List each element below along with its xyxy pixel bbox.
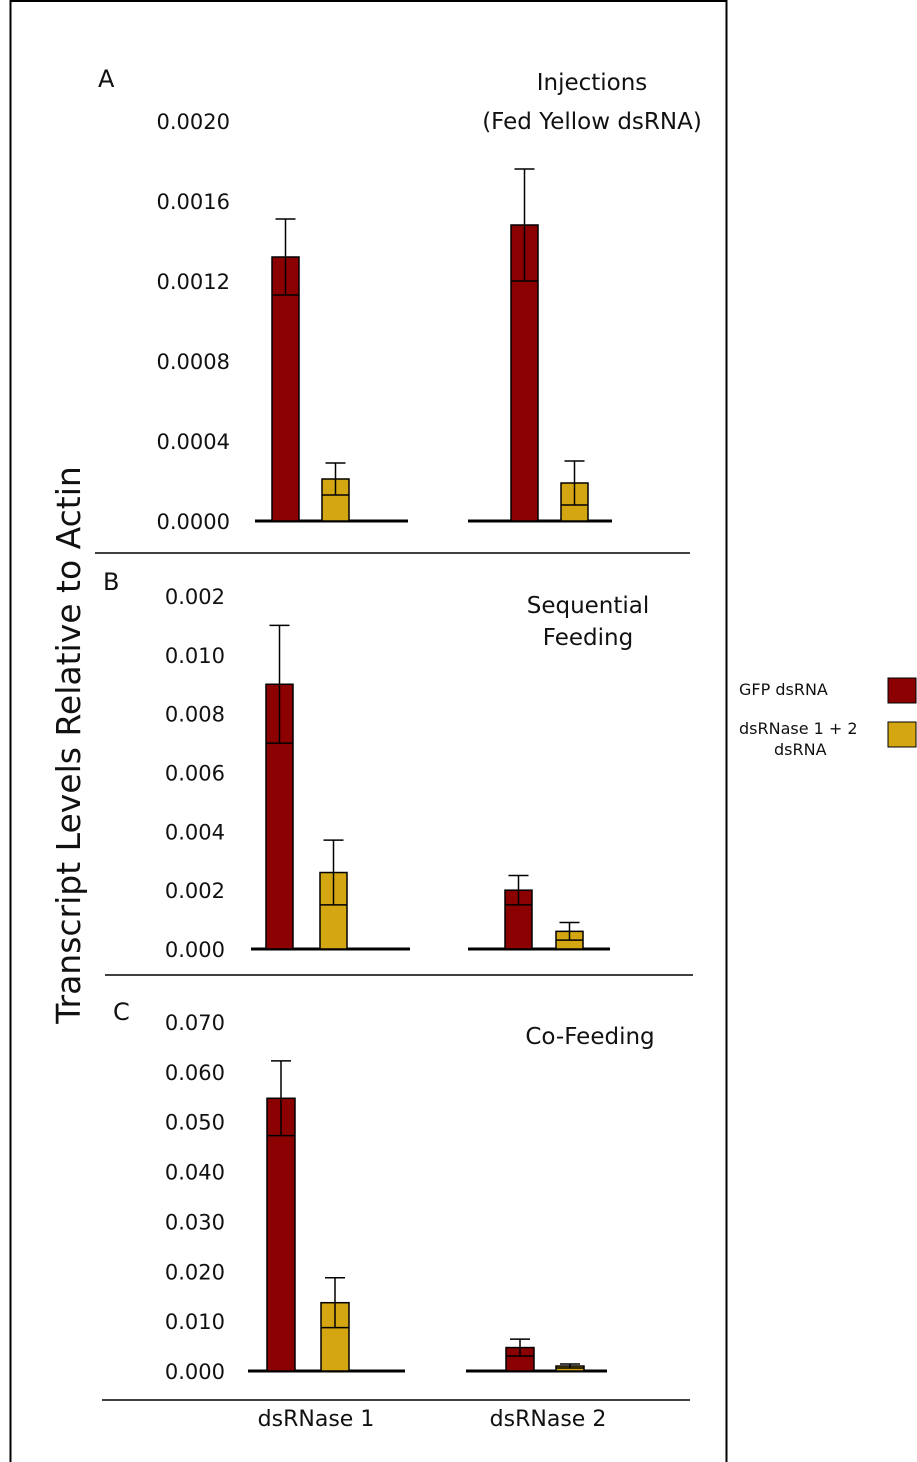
panel-c-ytick-4: 0.040: [165, 1161, 225, 1185]
panel-a-letter: A: [98, 65, 115, 93]
panel-a-ytick-5: 0.0020: [157, 110, 230, 134]
legend-label-dsrnase-line2: dsRNA: [774, 740, 827, 759]
panel-b-letter: B: [103, 568, 119, 596]
panel-a-title-line2: (Fed Yellow dsRNA): [482, 109, 702, 135]
panel-a-bar-s0-c0: [271, 256, 300, 522]
legend-label-dsrnase-line1: dsRNase 1 + 2: [739, 719, 858, 738]
panel-b-ytick-5: 0.010: [165, 644, 225, 668]
panel-c-title: Co-Feeding: [525, 1024, 654, 1050]
plots-group: 0.0000 0.0004 0.0008 0.0012 0.0016 0.0020 0.00…: [157, 110, 612, 1384]
panel-c-ytick-7: 0.070: [165, 1011, 225, 1035]
panel-b-ytick-4: 0.008: [165, 703, 225, 727]
panel-a-ytick-3: 0.0012: [157, 270, 230, 294]
panel-c-ytick-1: 0.010: [165, 1310, 225, 1334]
panel-c-ytick-2: 0.020: [165, 1260, 225, 1284]
panel-b-title-line2: Feeding: [543, 625, 633, 651]
panel-c-ytick-5: 0.050: [165, 1111, 225, 1135]
panel-c-bar-s0-c0: [266, 1097, 296, 1372]
panel-c-letter: C: [113, 998, 130, 1026]
panel-a-ytick-2: 0.0008: [157, 350, 230, 374]
panel-a-ytick-0: 0.0000: [157, 510, 230, 534]
panel-c-ytick-6: 0.060: [165, 1061, 225, 1085]
legend-swatch-dsrnase: [887, 721, 917, 748]
panel-c-ytick-3: 0.030: [165, 1210, 225, 1234]
panel-b-ytick-2: 0.004: [165, 820, 225, 844]
y-axis-label: Transcript Levels Relative to Actin: [49, 466, 88, 1025]
panel-a-title-line1: Injections: [537, 70, 648, 96]
legend: GFP dsRNA dsRNase 1 + 2 dsRNA: [739, 677, 917, 759]
panel-b-ytick-3: 0.006: [165, 762, 225, 786]
legend-swatch-gfp: [887, 677, 917, 704]
category-label-dsrnase2: dsRNase 2: [490, 1407, 607, 1432]
panel-b-ytick-6: 0.002: [165, 585, 225, 609]
panel-a-ytick-4: 0.0016: [157, 190, 230, 214]
panel-c-ytick-0: 0.000: [165, 1360, 225, 1384]
panel-a-ytick-1: 0.0004: [157, 430, 230, 454]
legend-label-gfp: GFP dsRNA: [739, 680, 828, 699]
category-label-dsrnase1: dsRNase 1: [258, 1407, 375, 1432]
panel-b-ytick-1: 0.002: [165, 879, 225, 903]
panel-b-ytick-0: 0.000: [165, 938, 225, 962]
panel-b-title-line1: Sequential: [527, 593, 650, 619]
